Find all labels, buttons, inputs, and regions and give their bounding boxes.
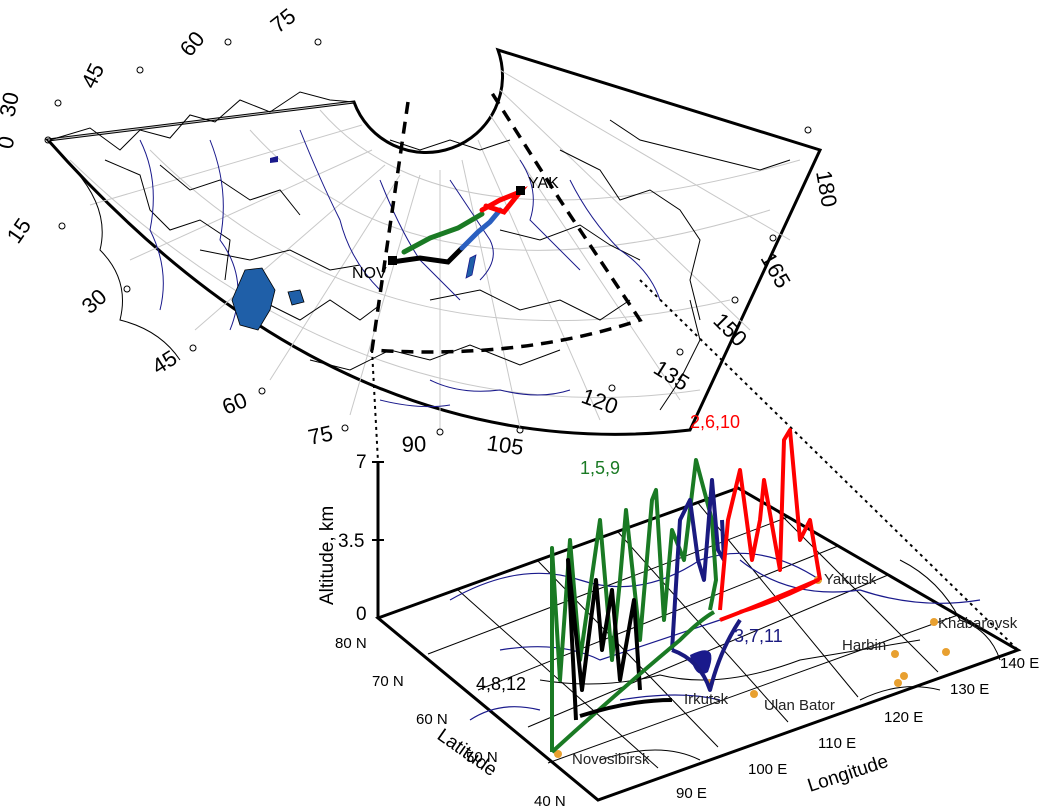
altitude-tick-label-7: 7 (356, 452, 367, 473)
city-khabarovsk: Khabarovsk (938, 615, 1018, 632)
map-coastlines (49, 91, 791, 411)
flight-label-black: 4,8,12 (476, 674, 526, 694)
inset-3d: Yakutsk Khabarovsk Harbin Irkutsk Ulan B… (317, 412, 1039, 810)
map-latitude-ticks: 30 45 60 75 (0, 3, 300, 119)
inset-lat-70: 70 N (372, 673, 404, 690)
city-ulan-bator: Ulan Bator (764, 697, 835, 714)
profile-green (550, 458, 718, 752)
map-graticule (47, 69, 801, 430)
lon-tick-45: 45 (147, 345, 181, 379)
ground-track-blue (671, 618, 742, 692)
city-novosibirsk: Novosibirsk (572, 751, 650, 768)
inset-base-frame (375, 486, 1022, 802)
station-label-yak: YAK (528, 175, 559, 192)
city-irkutsk: Irkutsk (684, 691, 729, 708)
ground-track-black (579, 698, 673, 718)
inset-lat-80: 80 N (335, 635, 367, 652)
lon-tick-180: 180 (811, 169, 842, 210)
ground-track-green (550, 610, 716, 754)
inset-lon-120: 120 E (884, 709, 923, 726)
altitude-tick-label-35: 3.5 (338, 531, 364, 552)
station-marker-nov (388, 256, 397, 265)
inset-longitude-axis-label: Longitude (805, 751, 891, 797)
lon-tick-60: 60 (219, 387, 251, 419)
conic-map: YAK NOV 0 15 30 45 60 75 90 105 120 135 … (0, 3, 842, 460)
inset-lat-60: 60 N (416, 711, 448, 728)
lon-tick-105: 105 (485, 430, 525, 460)
map-track-green (401, 211, 485, 255)
altitude-axis-label: Altitude, km (317, 506, 338, 605)
inset-connectors (371, 279, 1019, 651)
inset-lat-50: 50 N (466, 749, 498, 766)
map-track-black (389, 245, 465, 265)
flight-label-green: 1,5,9 (580, 458, 620, 478)
inset-lon-100: 100 E (748, 761, 787, 778)
flight-label-blue: 3,7,11 (734, 626, 783, 646)
lat-tick-60: 60 (175, 26, 210, 61)
lon-tick-0: 0 (0, 134, 19, 151)
caspian-sea (231, 267, 276, 331)
lat-tick-75: 75 (266, 3, 301, 38)
inset-lake-baikal (690, 650, 712, 674)
inset-lon-130: 130 E (950, 681, 989, 698)
city-yakutsk: Yakutsk (824, 571, 877, 588)
profile-blue (670, 478, 726, 651)
lat-tick-45: 45 (76, 59, 109, 92)
inset-region-outline (369, 89, 643, 354)
city-harbin: Harbin (842, 637, 886, 654)
inset-lon-140: 140 E (1000, 655, 1039, 672)
altitude-tick-label-0: 0 (356, 604, 367, 625)
station-label-nov: NOV (352, 265, 387, 282)
inset-lon-110: 110 E (818, 735, 856, 752)
lon-tick-15: 15 (2, 213, 37, 247)
lon-tick-30: 30 (77, 284, 112, 319)
inset-borders (539, 559, 1001, 761)
inset-lon-90: 90 E (676, 785, 707, 802)
lake-baikal (465, 254, 477, 279)
map-track-blue (459, 207, 503, 251)
station-marker-yak (516, 186, 525, 195)
map-flight-tracks (389, 186, 528, 265)
lat-tick-30: 30 (0, 90, 24, 119)
small-lake (270, 156, 278, 163)
map-degree-marks (44, 38, 812, 436)
flight-label-red: 2,6,10 (690, 412, 740, 432)
lon-tick-75: 75 (306, 420, 335, 450)
lon-tick-90: 90 (401, 431, 426, 457)
aral-sea (287, 289, 305, 306)
inset-rivers (449, 552, 981, 721)
ground-track-red (719, 578, 820, 622)
profile-red (718, 428, 822, 611)
profile-black (566, 558, 642, 721)
inset-lat-40: 40 N (534, 793, 566, 810)
inset-profiles (550, 428, 822, 754)
